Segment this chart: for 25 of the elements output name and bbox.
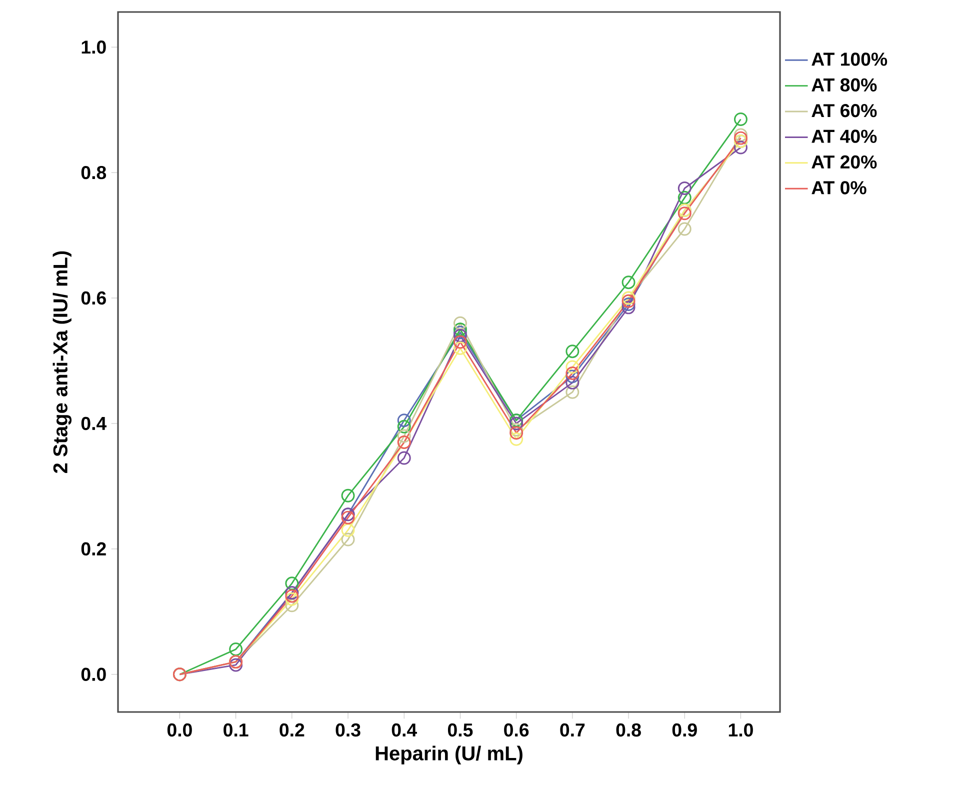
legend-label: AT 80% <box>812 78 877 92</box>
x-axis-title: Heparin (U/ mL) <box>376 746 522 764</box>
legend-label: AT 100% <box>812 52 888 66</box>
legend-label: AT 20% <box>812 155 877 169</box>
y-tick-label: 1.0 <box>82 40 106 54</box>
y-tick-label: 0.0 <box>81 668 106 681</box>
legend-label: AT 0% <box>812 181 866 194</box>
y-tick-label: 0.8 <box>81 166 106 180</box>
y-tick-label: 0.6 <box>81 291 106 305</box>
x-tick-label: 0.3 <box>336 723 360 737</box>
x-tick-label: 0.7 <box>560 723 585 737</box>
x-tick-label: 1.0 <box>728 723 753 737</box>
x-tick-label: 0.1 <box>224 723 248 737</box>
x-tick-label: 0.4 <box>392 723 418 737</box>
x-tick-label: 0.5 <box>448 723 473 737</box>
legend-label: AT 60% <box>812 104 877 118</box>
x-tick-label: 0.9 <box>672 723 697 737</box>
x-tick-label: 0.2 <box>280 723 304 737</box>
x-tick-label: 0.6 <box>504 723 529 737</box>
y-tick-label: 0.2 <box>81 542 106 556</box>
y-axis-title: 2 Stage anti-Xa (IU/ mL) <box>52 251 72 473</box>
x-tick-label: 0.0 <box>167 723 192 737</box>
y-tick-label: 0.4 <box>81 416 107 430</box>
legend-label: AT 40% <box>812 130 877 143</box>
x-tick-label: 0.8 <box>616 723 641 737</box>
